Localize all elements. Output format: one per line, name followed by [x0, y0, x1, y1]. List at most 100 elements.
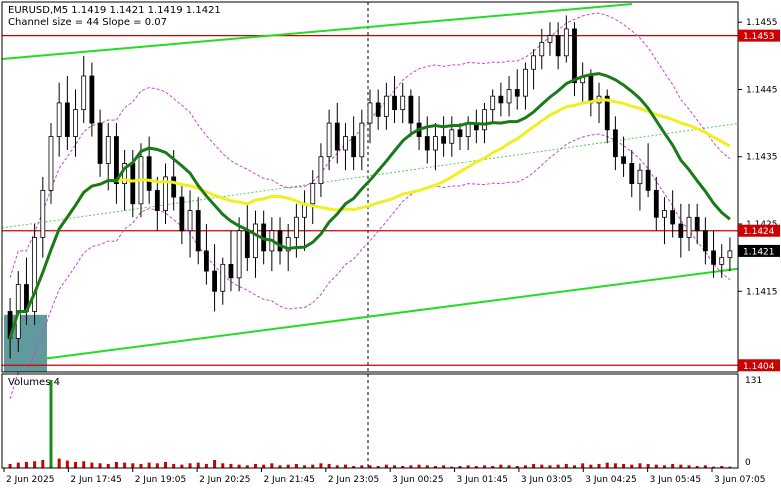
volume-bar [139, 463, 143, 468]
volume-bar [229, 463, 233, 468]
volume-bar [8, 463, 12, 468]
volume-bar [679, 464, 683, 468]
volume-bar [303, 465, 307, 468]
candle-body [457, 129, 463, 137]
volume-bar [646, 463, 650, 468]
horizontal-lines-layer [2, 34, 738, 366]
volume-bar [581, 463, 585, 468]
volume-bar [368, 465, 372, 468]
symbol-header: EURUSD,M5 1.1419 1.1421 1.1419 1.1421 [8, 5, 221, 16]
volume-bar [155, 463, 159, 468]
bollinger-upper [9, 12, 731, 278]
price-label-text: 1.1453 [743, 32, 775, 42]
volume-bar [401, 465, 405, 468]
volume-bar [98, 463, 102, 468]
volume-bar [474, 465, 478, 468]
candle-body [73, 109, 78, 137]
candle-body [195, 210, 201, 252]
volume-bar [49, 380, 53, 468]
volume-bar [343, 464, 347, 468]
price-tick-label: 1.1435 [746, 153, 778, 163]
bollinger-lower [9, 133, 731, 400]
volume-panel-label: Volumes 4 [8, 377, 60, 388]
volume-bar [311, 464, 315, 468]
channel-lower-line [45, 267, 739, 360]
candle-body [359, 122, 365, 158]
candle-body [555, 35, 561, 57]
candle-body [32, 237, 38, 312]
candle-body [48, 136, 54, 191]
volume-bar [237, 464, 241, 468]
volume-bar [16, 462, 20, 468]
candle-body [351, 136, 357, 158]
volume-bar [114, 461, 118, 468]
candle-body [694, 216, 700, 232]
candle-body [686, 216, 692, 238]
candle-body [637, 169, 643, 185]
volume-bar [172, 463, 176, 468]
candle-body [56, 102, 62, 137]
candle-body [244, 230, 250, 259]
time-tick-label: 2 Jun 23:05 [328, 475, 379, 485]
volume-bar [417, 464, 421, 468]
volume-bar [712, 466, 716, 468]
volume-bar [221, 463, 225, 468]
volume-bar [720, 465, 724, 468]
candle-body [523, 68, 528, 97]
volume-bar [523, 465, 527, 468]
bollinger-layer [9, 12, 731, 400]
candle-body [645, 169, 651, 191]
candle-body [506, 89, 512, 104]
candle-body [89, 75, 95, 124]
volume-bar [147, 462, 151, 468]
volume-bar [638, 463, 642, 468]
volume-bar [65, 460, 69, 468]
time-tick-label: 2 Jun 17:45 [70, 475, 121, 485]
volume-bar [499, 464, 503, 468]
candle-body [179, 196, 185, 232]
volume-panel-frame [1, 373, 739, 469]
volume-bar [188, 463, 192, 468]
volume-bar [196, 462, 200, 468]
volume-bar [164, 461, 168, 468]
volume-bar [327, 463, 331, 468]
candle-body [105, 136, 111, 164]
channel-info: Channel size = 44 Slope = 0.07 [8, 17, 167, 28]
volume-bar [433, 465, 437, 468]
candle-body [154, 189, 160, 211]
volume-bar [671, 463, 675, 468]
candle-body [81, 75, 87, 111]
price-panel-frame [1, 1, 739, 373]
volume-bar [123, 462, 127, 468]
candle-body [253, 223, 258, 259]
volume-bar [425, 465, 429, 468]
volume-bar [532, 463, 536, 468]
volume-bar [450, 466, 454, 468]
volume-bar [564, 463, 568, 468]
candle-body [277, 230, 283, 252]
volume-bar [483, 465, 487, 468]
time-tick-label: 2 Jun 20:25 [199, 475, 250, 485]
volume-bar [572, 465, 576, 468]
candle-body [163, 176, 168, 211]
volume-bar [384, 464, 388, 468]
volume-bar [613, 463, 617, 468]
ma-fast-line [8, 72, 731, 339]
volume-bar [319, 463, 323, 468]
volume-bar [728, 466, 732, 468]
candle-body [236, 230, 242, 279]
volume-bar [556, 464, 560, 468]
candle-body [392, 95, 397, 111]
moving-average-layer [8, 72, 731, 339]
volume-bar [458, 465, 462, 468]
candle-body [146, 156, 152, 191]
volume-bar [106, 463, 110, 468]
candle-body [621, 156, 626, 164]
candle-body [424, 136, 430, 151]
volume-bar [409, 465, 413, 468]
volume-bar [695, 465, 699, 468]
volume-bar [41, 459, 45, 468]
volume-bar [360, 465, 364, 468]
volume-bar [24, 461, 28, 468]
